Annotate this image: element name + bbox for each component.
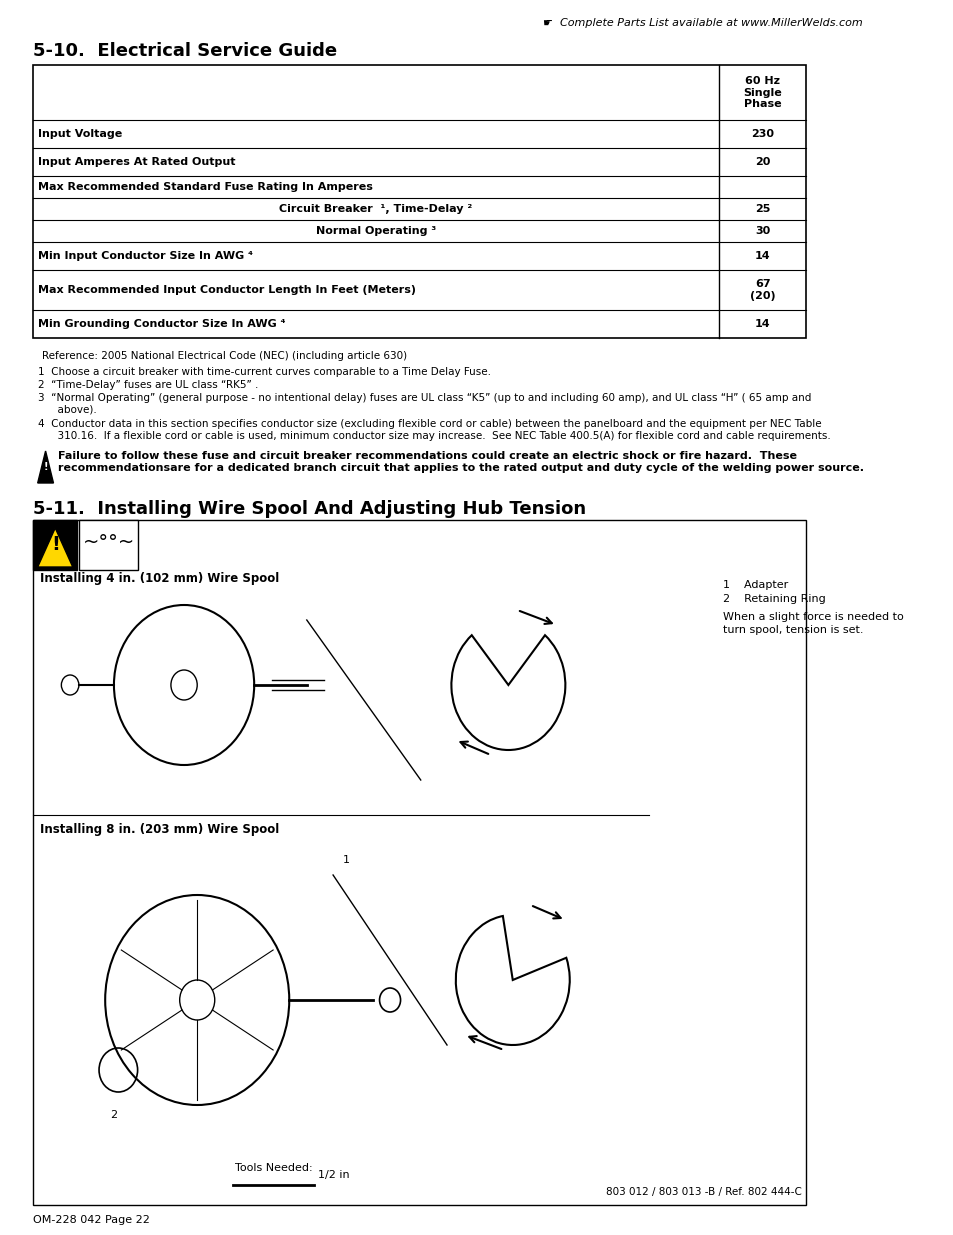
Text: Input Voltage: Input Voltage [38, 128, 122, 140]
Text: 2: 2 [111, 1110, 117, 1120]
Text: 4  Conductor data in this section specifies conductor size (excluding flexible c: 4 Conductor data in this section specifi… [38, 419, 829, 441]
Bar [33, 520, 77, 571]
Text: Min Grounding Conductor Size In AWG ⁴: Min Grounding Conductor Size In AWG ⁴ [38, 319, 285, 329]
Text: 1/2 in: 1/2 in [318, 1170, 350, 1179]
Text: Min Input Conductor Size In AWG ⁴: Min Input Conductor Size In AWG ⁴ [38, 251, 253, 261]
Text: 25: 25 [754, 204, 769, 214]
Text: 1: 1 [342, 855, 350, 864]
FancyArrowPatch shape [533, 906, 560, 919]
Text: 60 Hz
Single
Phase: 60 Hz Single Phase [742, 75, 781, 109]
Text: 30: 30 [754, 226, 769, 236]
Text: Tools Needed:: Tools Needed: [234, 1163, 313, 1173]
Text: Installing 8 in. (203 mm) Wire Spool: Installing 8 in. (203 mm) Wire Spool [40, 823, 279, 836]
Text: Failure to follow these fuse and circuit breaker recommendations could create an: Failure to follow these fuse and circuit… [58, 451, 863, 473]
Text: OM-228 042 Page 22: OM-228 042 Page 22 [33, 1215, 150, 1225]
Text: 5-11.  Installing Wire Spool And Adjusting Hub Tension: 5-11. Installing Wire Spool And Adjustin… [33, 500, 586, 517]
Text: 14: 14 [754, 251, 770, 261]
Text: 5-10.  Electrical Service Guide: 5-10. Electrical Service Guide [33, 42, 337, 61]
Text: 14: 14 [754, 319, 770, 329]
Text: Max Recommended Input Conductor Length In Feet (Meters): Max Recommended Input Conductor Length I… [38, 285, 416, 295]
Text: Circuit Breaker  ¹, Time-Delay ²: Circuit Breaker ¹, Time-Delay ² [279, 204, 472, 214]
Bar [79, 520, 138, 571]
Text: 2    Retaining Ring: 2 Retaining Ring [722, 594, 825, 604]
Text: Normal Operating ³: Normal Operating ³ [315, 226, 436, 236]
Text: 20: 20 [754, 157, 769, 167]
Text: Max Recommended Standard Fuse Rating In Amperes: Max Recommended Standard Fuse Rating In … [38, 182, 373, 191]
Bar [33, 65, 805, 338]
Text: 1    Adapter: 1 Adapter [722, 580, 787, 590]
FancyArrowPatch shape [469, 1036, 501, 1049]
Polygon shape [38, 529, 72, 567]
Text: Installing 4 in. (102 mm) Wire Spool: Installing 4 in. (102 mm) Wire Spool [40, 572, 279, 585]
Text: 230: 230 [750, 128, 773, 140]
Bar [33, 448, 805, 487]
Text: 3  “Normal Operating” (general purpose - no intentional delay) fuses are UL clas: 3 “Normal Operating” (general purpose - … [38, 393, 810, 415]
Text: Input Amperes At Rated Output: Input Amperes At Rated Output [38, 157, 235, 167]
Text: 67
(20): 67 (20) [749, 279, 775, 301]
FancyArrowPatch shape [519, 611, 551, 624]
Text: ☛  Complete Parts List available at www.MillerWelds.com: ☛ Complete Parts List available at www.M… [543, 19, 862, 28]
Text: 2  “Time-Delay” fuses are UL class “RK5” .: 2 “Time-Delay” fuses are UL class “RK5” … [38, 380, 258, 390]
Text: !: ! [51, 536, 60, 555]
Text: !: ! [43, 462, 48, 472]
Text: When a slight force is needed to
turn spool, tension is set.: When a slight force is needed to turn sp… [722, 613, 902, 635]
Text: 1  Choose a circuit breaker with time-current curves comparable to a Time Delay : 1 Choose a circuit breaker with time-cur… [38, 367, 490, 377]
Text: 803 012 / 803 013 -B / Ref. 802 444-C: 803 012 / 803 013 -B / Ref. 802 444-C [605, 1187, 801, 1197]
Polygon shape [38, 451, 53, 483]
Bar [33, 520, 805, 1205]
Text: Reference: 2005 National Electrical Code (NEC) (including article 630): Reference: 2005 National Electrical Code… [42, 351, 407, 361]
Text: ~°°~: ~°°~ [83, 532, 134, 552]
FancyArrowPatch shape [460, 741, 488, 753]
